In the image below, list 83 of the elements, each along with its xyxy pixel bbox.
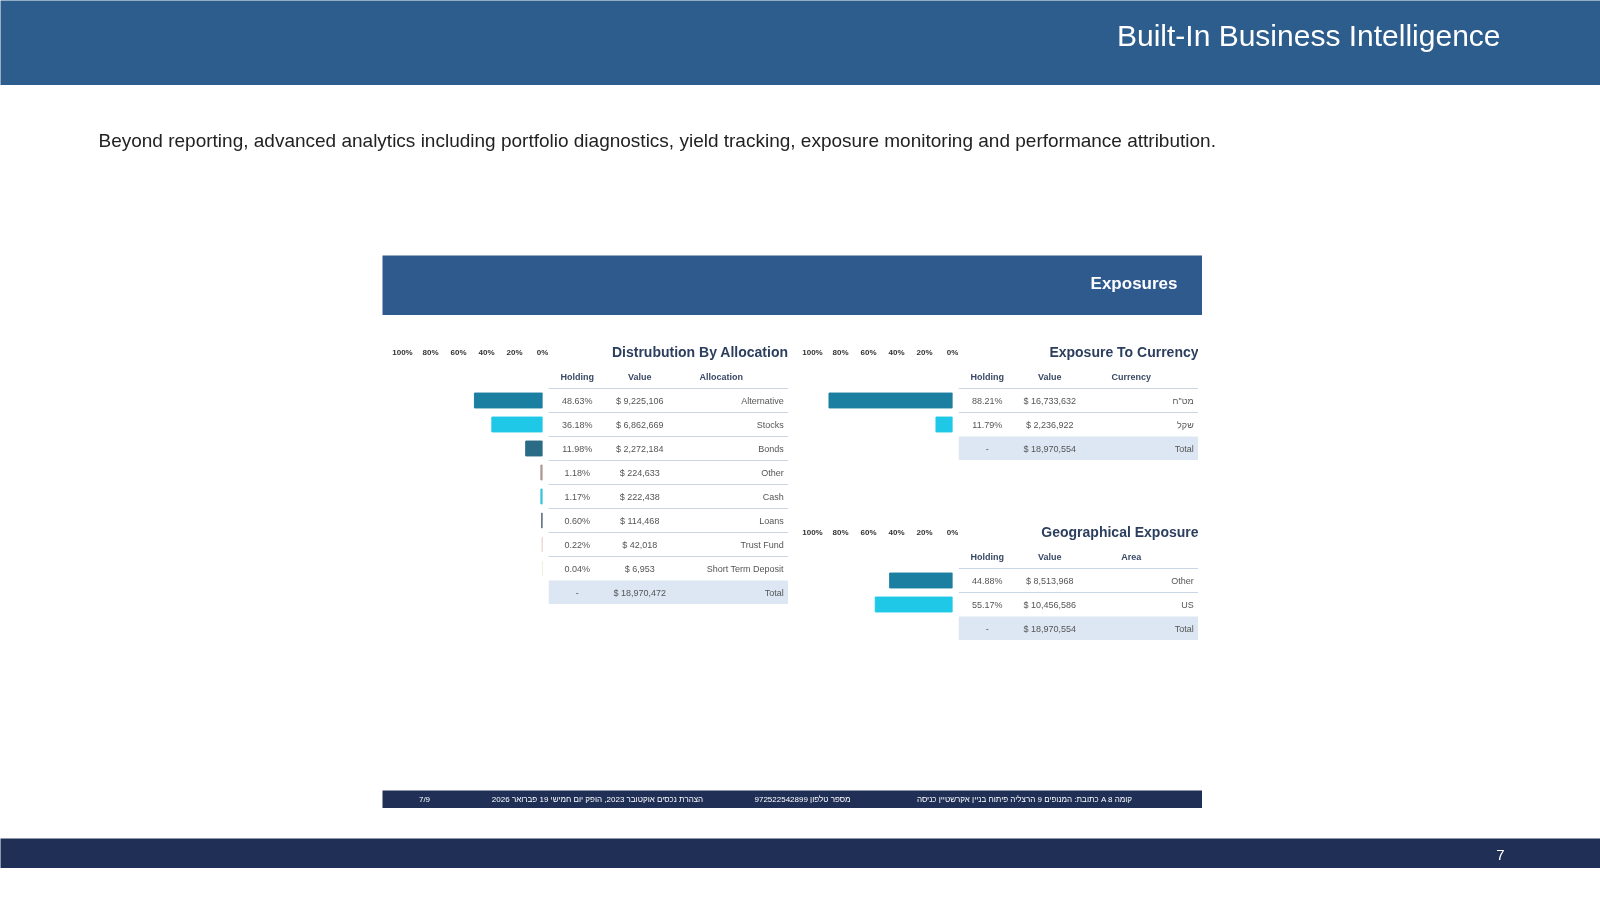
text: Holding (970, 371, 1005, 382)
category-label: Trust Fund (740, 539, 784, 550)
category-label: Alternative (741, 395, 784, 406)
text: $ 18,970,554 (1023, 443, 1076, 454)
x-tick-label: 80% (422, 347, 439, 357)
data-label: 55.17% (972, 599, 1003, 610)
text: - (985, 623, 989, 634)
text: Area (1121, 551, 1143, 562)
x-tick-label: 100% (802, 347, 823, 357)
category-label: Other (1171, 575, 1194, 586)
text: Distrubution By Allocation (611, 343, 788, 360)
x-tick-label: 80% (832, 347, 849, 357)
text: - (985, 443, 989, 454)
text: - (575, 587, 579, 598)
data-label: 1.18% (564, 467, 591, 478)
x-tick-label: 60% (860, 527, 877, 537)
text: Exposures (1090, 274, 1178, 293)
text: Value (1037, 551, 1062, 562)
category-label: Other (761, 467, 784, 478)
text: $ 2,272,184 (615, 443, 664, 454)
x-tick-label: 40% (478, 347, 495, 357)
data-label: 88.21% (972, 395, 1003, 406)
category-label: Stocks (756, 419, 784, 430)
x-tick-label: 40% (888, 527, 905, 537)
text: Beyond reporting, advanced analytics including portfolio diagnostics, yield tracking, exposure monitoring and performance attribution. (98, 130, 1216, 151)
x-tick-label: 0% (946, 527, 959, 537)
text: Currency (1111, 371, 1152, 382)
data-label: 0.22% (564, 539, 591, 550)
text: Holding (560, 371, 595, 382)
data-label: 44.88% (972, 575, 1003, 586)
x-tick-label: 20% (916, 527, 933, 537)
x-tick-label: 60% (860, 347, 877, 357)
category-label: מט"ח (1172, 395, 1194, 406)
text: $ 9,225,106 (615, 395, 664, 406)
text: $ 224,633 (619, 467, 660, 478)
text: $ 16,733,632 (1023, 395, 1076, 406)
text: $ 18,970,554 (1023, 623, 1076, 634)
text: 7 (1496, 845, 1505, 863)
category-label: Cash (762, 491, 784, 502)
data-label: 11.98% (562, 443, 593, 454)
x-tick-label: 100% (802, 527, 823, 537)
data-label: 36.18% (562, 419, 593, 430)
data-label: 48.63% (562, 395, 593, 406)
text: Value (1037, 371, 1062, 382)
x-tick-label: 40% (888, 347, 905, 357)
x-tick-label: 20% (916, 347, 933, 357)
text: $ 222,438 (619, 491, 660, 502)
text: כתובת: המנופים 9 הרצליה פיתוח בניין אקרשטיין כניסה A קומה 8 (917, 795, 1133, 804)
text: $ 6,862,669 (615, 419, 664, 430)
data-label: 0.04% (564, 563, 591, 574)
text: $ 18,970,472 (613, 587, 666, 598)
data-label: 0.60% (564, 515, 591, 526)
x-tick-label: 0% (536, 347, 549, 357)
text: Total (1174, 443, 1194, 454)
data-label: 11.79% (972, 419, 1003, 430)
x-tick-label: 60% (450, 347, 467, 357)
x-tick-label: 100% (392, 347, 413, 357)
data-label: 1.17% (564, 491, 591, 502)
category-label: שקל (1177, 419, 1194, 430)
text: Total (764, 587, 784, 598)
text: הצהרת נכסים אוקטובר 2023, הופק יום חמישי 19 פברואר 2026 (491, 795, 704, 804)
x-tick-label: 0% (946, 347, 959, 357)
text: Allocation (699, 371, 744, 382)
text: $ 8,513,968 (1025, 575, 1074, 586)
text: $ 42,018 (622, 539, 658, 550)
category-label: Short Term Deposit (706, 563, 784, 574)
text: Built-In Business Intelligence (1116, 19, 1501, 52)
text: $ 2,236,922 (1025, 419, 1074, 430)
text: Total (1174, 623, 1194, 634)
text: 7/9 (418, 795, 431, 804)
x-tick-label: 20% (506, 347, 523, 357)
text: Exposure To Currency (1049, 343, 1199, 360)
text: Holding (970, 551, 1005, 562)
text: מספר טלפון 972522542899 (754, 795, 851, 804)
category-label: Bonds (758, 443, 784, 454)
text: $ 6,953 (624, 563, 655, 574)
x-tick-label: 80% (832, 527, 849, 537)
category-label: Loans (759, 515, 784, 526)
text: Geographical Exposure (1041, 523, 1199, 540)
text: $ 10,456,586 (1023, 599, 1076, 610)
category-label: US (1181, 599, 1194, 610)
text: $ 114,468 (620, 515, 660, 526)
text: Value (627, 371, 652, 382)
